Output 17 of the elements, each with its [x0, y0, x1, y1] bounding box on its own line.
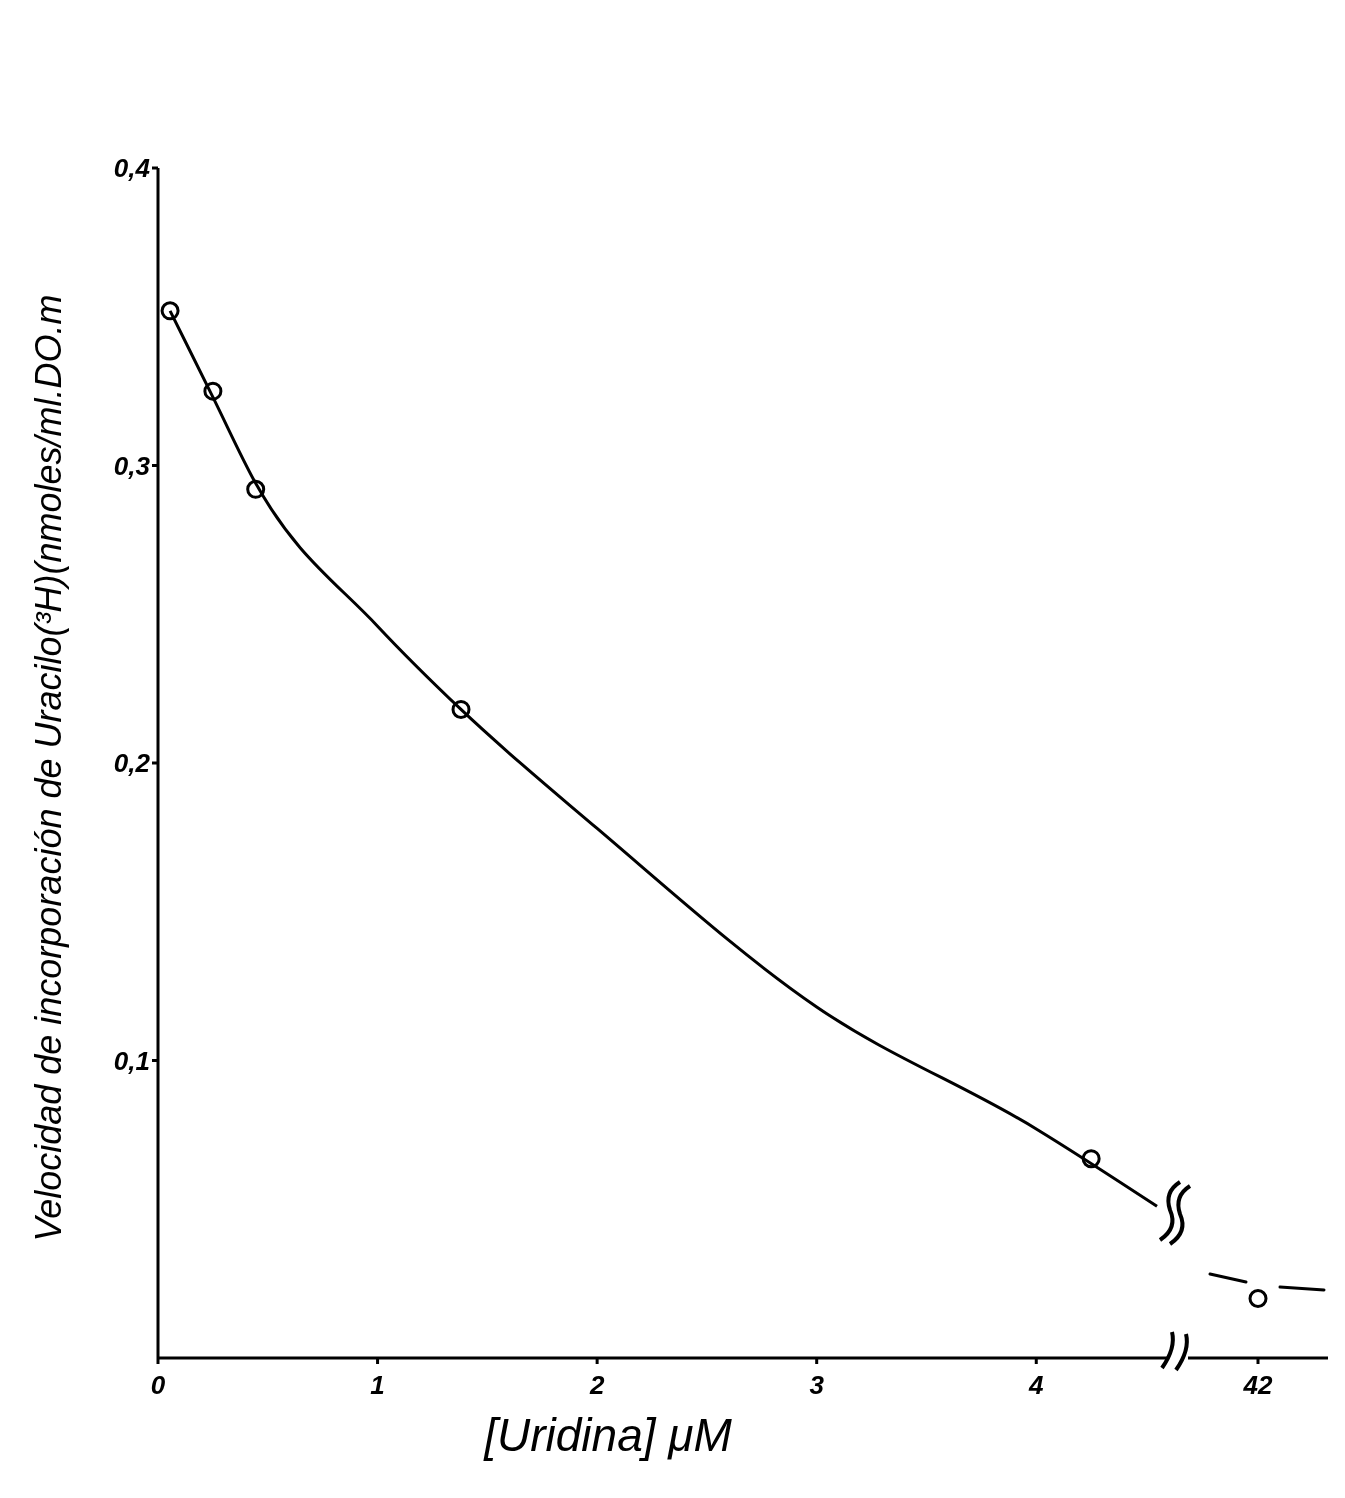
x-tick-label: 1: [370, 1370, 385, 1401]
point: [246, 479, 266, 499]
y-tick-label: 0,3: [113, 450, 151, 481]
x-axis-title: [Uridina] μM: [482, 1408, 733, 1462]
x-tick-label: 3: [809, 1370, 825, 1401]
point: [203, 381, 223, 401]
y-tick-label: 0,4: [113, 153, 151, 184]
y-axis-title: Velocidad de incorporación de Uracilo(³H)(nmoles/ml.DO.m: [28, 293, 70, 1244]
x-tick-label: 4: [1028, 1370, 1045, 1401]
point: [451, 699, 471, 719]
y-tick-label: 0,2: [113, 748, 151, 779]
x-tick-label: 2: [588, 1370, 605, 1401]
x-tick-label: 0: [150, 1370, 166, 1401]
x-tick-label: 42: [1242, 1370, 1273, 1401]
point: [1081, 1149, 1101, 1169]
point: [160, 301, 180, 321]
y-tick-label: 0,1: [113, 1045, 150, 1076]
